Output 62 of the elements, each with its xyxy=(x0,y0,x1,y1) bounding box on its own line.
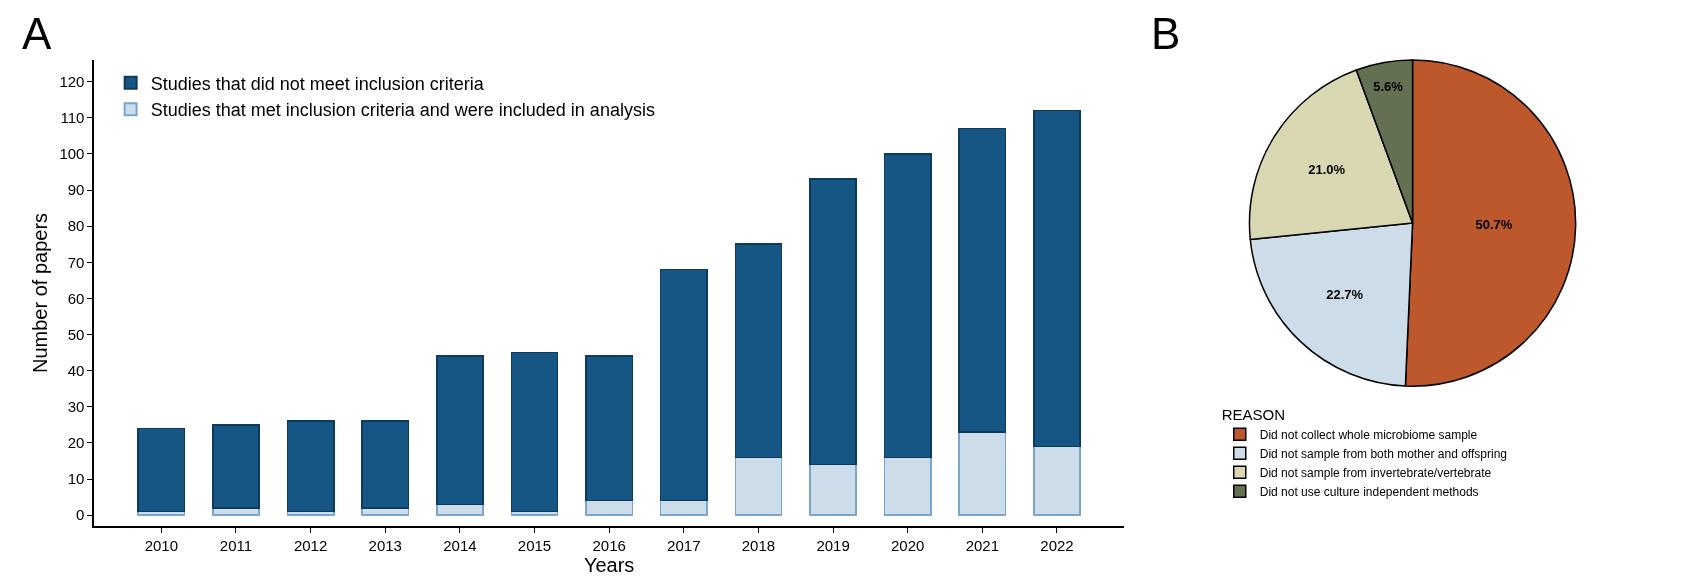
legend-label: Studies that did not meet inclusion criteria xyxy=(150,73,485,94)
bar xyxy=(212,424,260,509)
x-tick-label: 2014 xyxy=(443,536,477,554)
data-label: 50.7% xyxy=(1475,217,1513,233)
bar xyxy=(958,127,1007,433)
x-axis-title: Years xyxy=(583,553,635,576)
y-tick-label: 40 xyxy=(67,361,85,379)
bar xyxy=(734,456,783,516)
x-tick-label: 2021 xyxy=(965,536,1000,554)
bar xyxy=(361,420,410,509)
legend-label: Did not sample from invertebrate/vertebrate xyxy=(1259,465,1492,480)
legend-label: Did not collect whole microbiome sample xyxy=(1259,427,1478,442)
bar xyxy=(137,427,186,513)
legend-label: Did not use culture independent methods xyxy=(1259,484,1479,499)
legend-label: Studies that met inclusion criteria and were included in analysis xyxy=(150,100,655,121)
x-tick-label: 2016 xyxy=(592,536,626,554)
bar xyxy=(1033,445,1081,516)
y-tick-label: 50 xyxy=(67,325,85,343)
text: A xyxy=(22,9,52,58)
x-tick-label: 2013 xyxy=(368,536,402,554)
x-tick-label: 2019 xyxy=(816,536,850,554)
bar xyxy=(585,499,634,516)
bar xyxy=(436,355,484,506)
y-tick-label: 70 xyxy=(67,253,85,271)
x-tick-label: 2018 xyxy=(741,536,776,554)
y-tick-label: 80 xyxy=(67,217,85,235)
bar xyxy=(958,431,1007,516)
bar xyxy=(809,178,857,466)
bar xyxy=(585,355,634,502)
bar xyxy=(436,503,484,516)
text: B xyxy=(1151,9,1181,58)
bar xyxy=(809,463,857,516)
data-label: 21.0% xyxy=(1308,161,1346,177)
y-tick-label: 110 xyxy=(60,109,85,127)
y-tick-label: 60 xyxy=(67,289,85,307)
y-tick-label: 100 xyxy=(59,145,85,163)
x-tick-label: 2020 xyxy=(891,536,925,554)
legend-label: Did not sample from both mother and offspring xyxy=(1259,446,1507,461)
x-tick-label: 2022 xyxy=(1040,536,1074,554)
y-tick-label: 120 xyxy=(59,72,85,90)
x-tick-label: 2011 xyxy=(219,536,253,554)
x-tick-label: 2017 xyxy=(667,536,701,554)
data-label: 5.6% xyxy=(1373,78,1404,94)
data-label: 22.7% xyxy=(1326,287,1364,303)
legend-title: REASON xyxy=(1221,405,1286,423)
x-tick-label: 2010 xyxy=(144,536,179,554)
y-tick-label: 90 xyxy=(67,181,85,199)
y-tick-label: 30 xyxy=(67,398,85,416)
bar xyxy=(734,243,783,459)
bar xyxy=(883,456,932,516)
y-tick-label: 10 xyxy=(67,470,85,488)
x-tick-label: 2012 xyxy=(293,536,328,554)
bar xyxy=(659,268,708,502)
bar xyxy=(883,153,932,459)
bar xyxy=(659,499,708,516)
y-tick-label: 20 xyxy=(67,434,85,452)
y-axis-title: Number of papers xyxy=(29,212,52,374)
bar xyxy=(1033,109,1081,448)
y-tick-label: 0 xyxy=(76,506,85,524)
x-tick-label: 2015 xyxy=(517,536,552,554)
bar xyxy=(286,420,335,513)
bar xyxy=(510,351,559,513)
